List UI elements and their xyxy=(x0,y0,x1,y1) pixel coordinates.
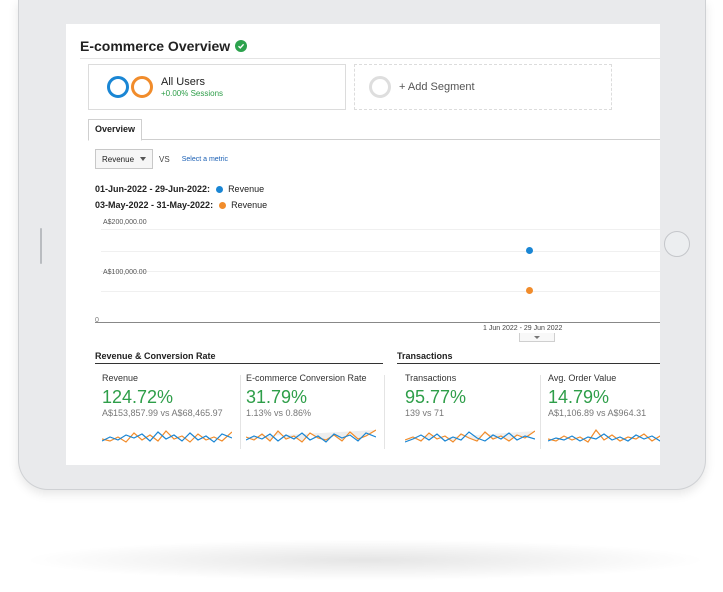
vs-label: VS xyxy=(159,154,170,164)
tile-value: 95.77% xyxy=(405,387,467,407)
page-title: E-commerce Overview xyxy=(80,37,231,54)
legend-series: Revenue xyxy=(231,200,268,210)
tile-label: E-commerce Conversion Rate xyxy=(246,373,367,383)
verified-check-icon xyxy=(235,39,248,52)
tile-divider xyxy=(240,375,241,449)
tile-value: 31.79% xyxy=(246,387,308,407)
sparkline-conversion-rate xyxy=(246,429,376,443)
sparkline-avg-order-value xyxy=(548,428,660,443)
tile-compare: 139 vs 71 xyxy=(405,408,445,418)
legend-series: Revenue xyxy=(228,184,265,194)
add-segment-label: + Add Segment xyxy=(399,81,475,93)
select-metric-link[interactable]: Select a metric xyxy=(181,155,228,163)
data-point-current[interactable] xyxy=(526,247,533,255)
legend-dot-blue xyxy=(216,185,224,193)
tile-divider xyxy=(540,375,541,449)
add-segment-button[interactable]: + Add Segment xyxy=(354,64,612,110)
gridline xyxy=(101,229,660,230)
segment-sessions-change: +0.00% Sessions xyxy=(161,89,224,98)
orange-ring-icon xyxy=(131,76,153,98)
gridline xyxy=(101,251,660,252)
y-tick-label: A$100,000.00 xyxy=(103,269,147,276)
floor-shadow xyxy=(30,540,700,580)
tile-value: 14.79% xyxy=(548,387,610,407)
caret-down-icon xyxy=(140,157,147,161)
segment-bar: All Users +0.00% Sessions + Add Segment xyxy=(88,64,612,110)
segment-circles-icon xyxy=(107,76,153,98)
chevron-down-icon xyxy=(534,335,540,339)
legend-previous-range: 03-May-2022 - 31-May-2022: Revenue xyxy=(95,200,267,210)
metric-selector-row: Revenue VS Select a metric xyxy=(95,149,228,169)
header-divider xyxy=(80,58,660,59)
tablet-side-button xyxy=(40,228,42,264)
gridline xyxy=(101,291,660,292)
chart-expand-toggle[interactable] xyxy=(519,333,555,342)
sparkline-revenue xyxy=(102,430,232,443)
page-header: E-commerce Overview xyxy=(66,24,660,58)
tile-label: Revenue xyxy=(102,373,139,383)
legend-range: 03-May-2022 - 31-May-2022: xyxy=(95,200,214,210)
tile-value: 124.72% xyxy=(102,387,174,407)
segment-name: All Users xyxy=(161,76,206,88)
metric-dropdown[interactable]: Revenue xyxy=(95,149,154,169)
tile-avg-order-value[interactable]: Avg. Order Value 14.79% A$1,106.89 vs A$… xyxy=(548,373,660,453)
section-revenue-conversion: Revenue & Conversion Rate xyxy=(95,351,383,364)
sparkline-transactions xyxy=(405,430,535,443)
section-transactions: Transactions xyxy=(397,351,660,364)
tile-revenue[interactable]: Revenue 124.72% A$153,857.99 vs A$68,465… xyxy=(102,373,240,453)
x-axis-label: 1 Jun 2022 - 29 Jun 2022 xyxy=(483,325,563,332)
tablet-home-button xyxy=(664,231,690,257)
y-tick-label: A$200,000.00 xyxy=(103,219,147,226)
tile-divider xyxy=(384,375,385,449)
revenue-chart: A$200,000.00 A$100,000.00 0 1 Jun 2022 -… xyxy=(95,215,660,345)
empty-ring-icon xyxy=(369,76,391,98)
tab-overview[interactable]: Overview xyxy=(88,119,143,141)
tile-label: Transactions xyxy=(405,373,457,383)
blue-ring-icon xyxy=(107,76,129,98)
segment-all-users[interactable]: All Users +0.00% Sessions xyxy=(88,64,346,110)
data-point-previous[interactable] xyxy=(526,287,533,295)
tile-compare: A$1,106.89 vs A$964.31 xyxy=(548,408,647,418)
tile-label: Avg. Order Value xyxy=(548,373,617,383)
legend-range: 01-Jun-2022 - 29-Jun-2022: xyxy=(95,184,211,194)
y-tick-zero: 0 xyxy=(95,317,99,324)
legend-current-range: 01-Jun-2022 - 29-Jun-2022: Revenue xyxy=(95,184,264,194)
tile-compare: 1.13% vs 0.86% xyxy=(246,408,312,418)
tile-compare: A$153,857.99 vs A$68,465.97 xyxy=(102,408,223,418)
tile-transactions[interactable]: Transactions 95.77% 139 vs 71 xyxy=(405,373,539,453)
metric-dropdown-value: Revenue xyxy=(102,154,135,164)
legend-dot-orange xyxy=(219,201,227,209)
tab-bar: Overview xyxy=(88,119,660,141)
x-axis xyxy=(95,322,660,323)
gridline xyxy=(101,271,660,272)
tile-conversion-rate[interactable]: E-commerce Conversion Rate 31.79% 1.13% … xyxy=(246,373,382,453)
analytics-screen: E-commerce Overview All Users +0.00% Ses… xyxy=(66,24,660,465)
